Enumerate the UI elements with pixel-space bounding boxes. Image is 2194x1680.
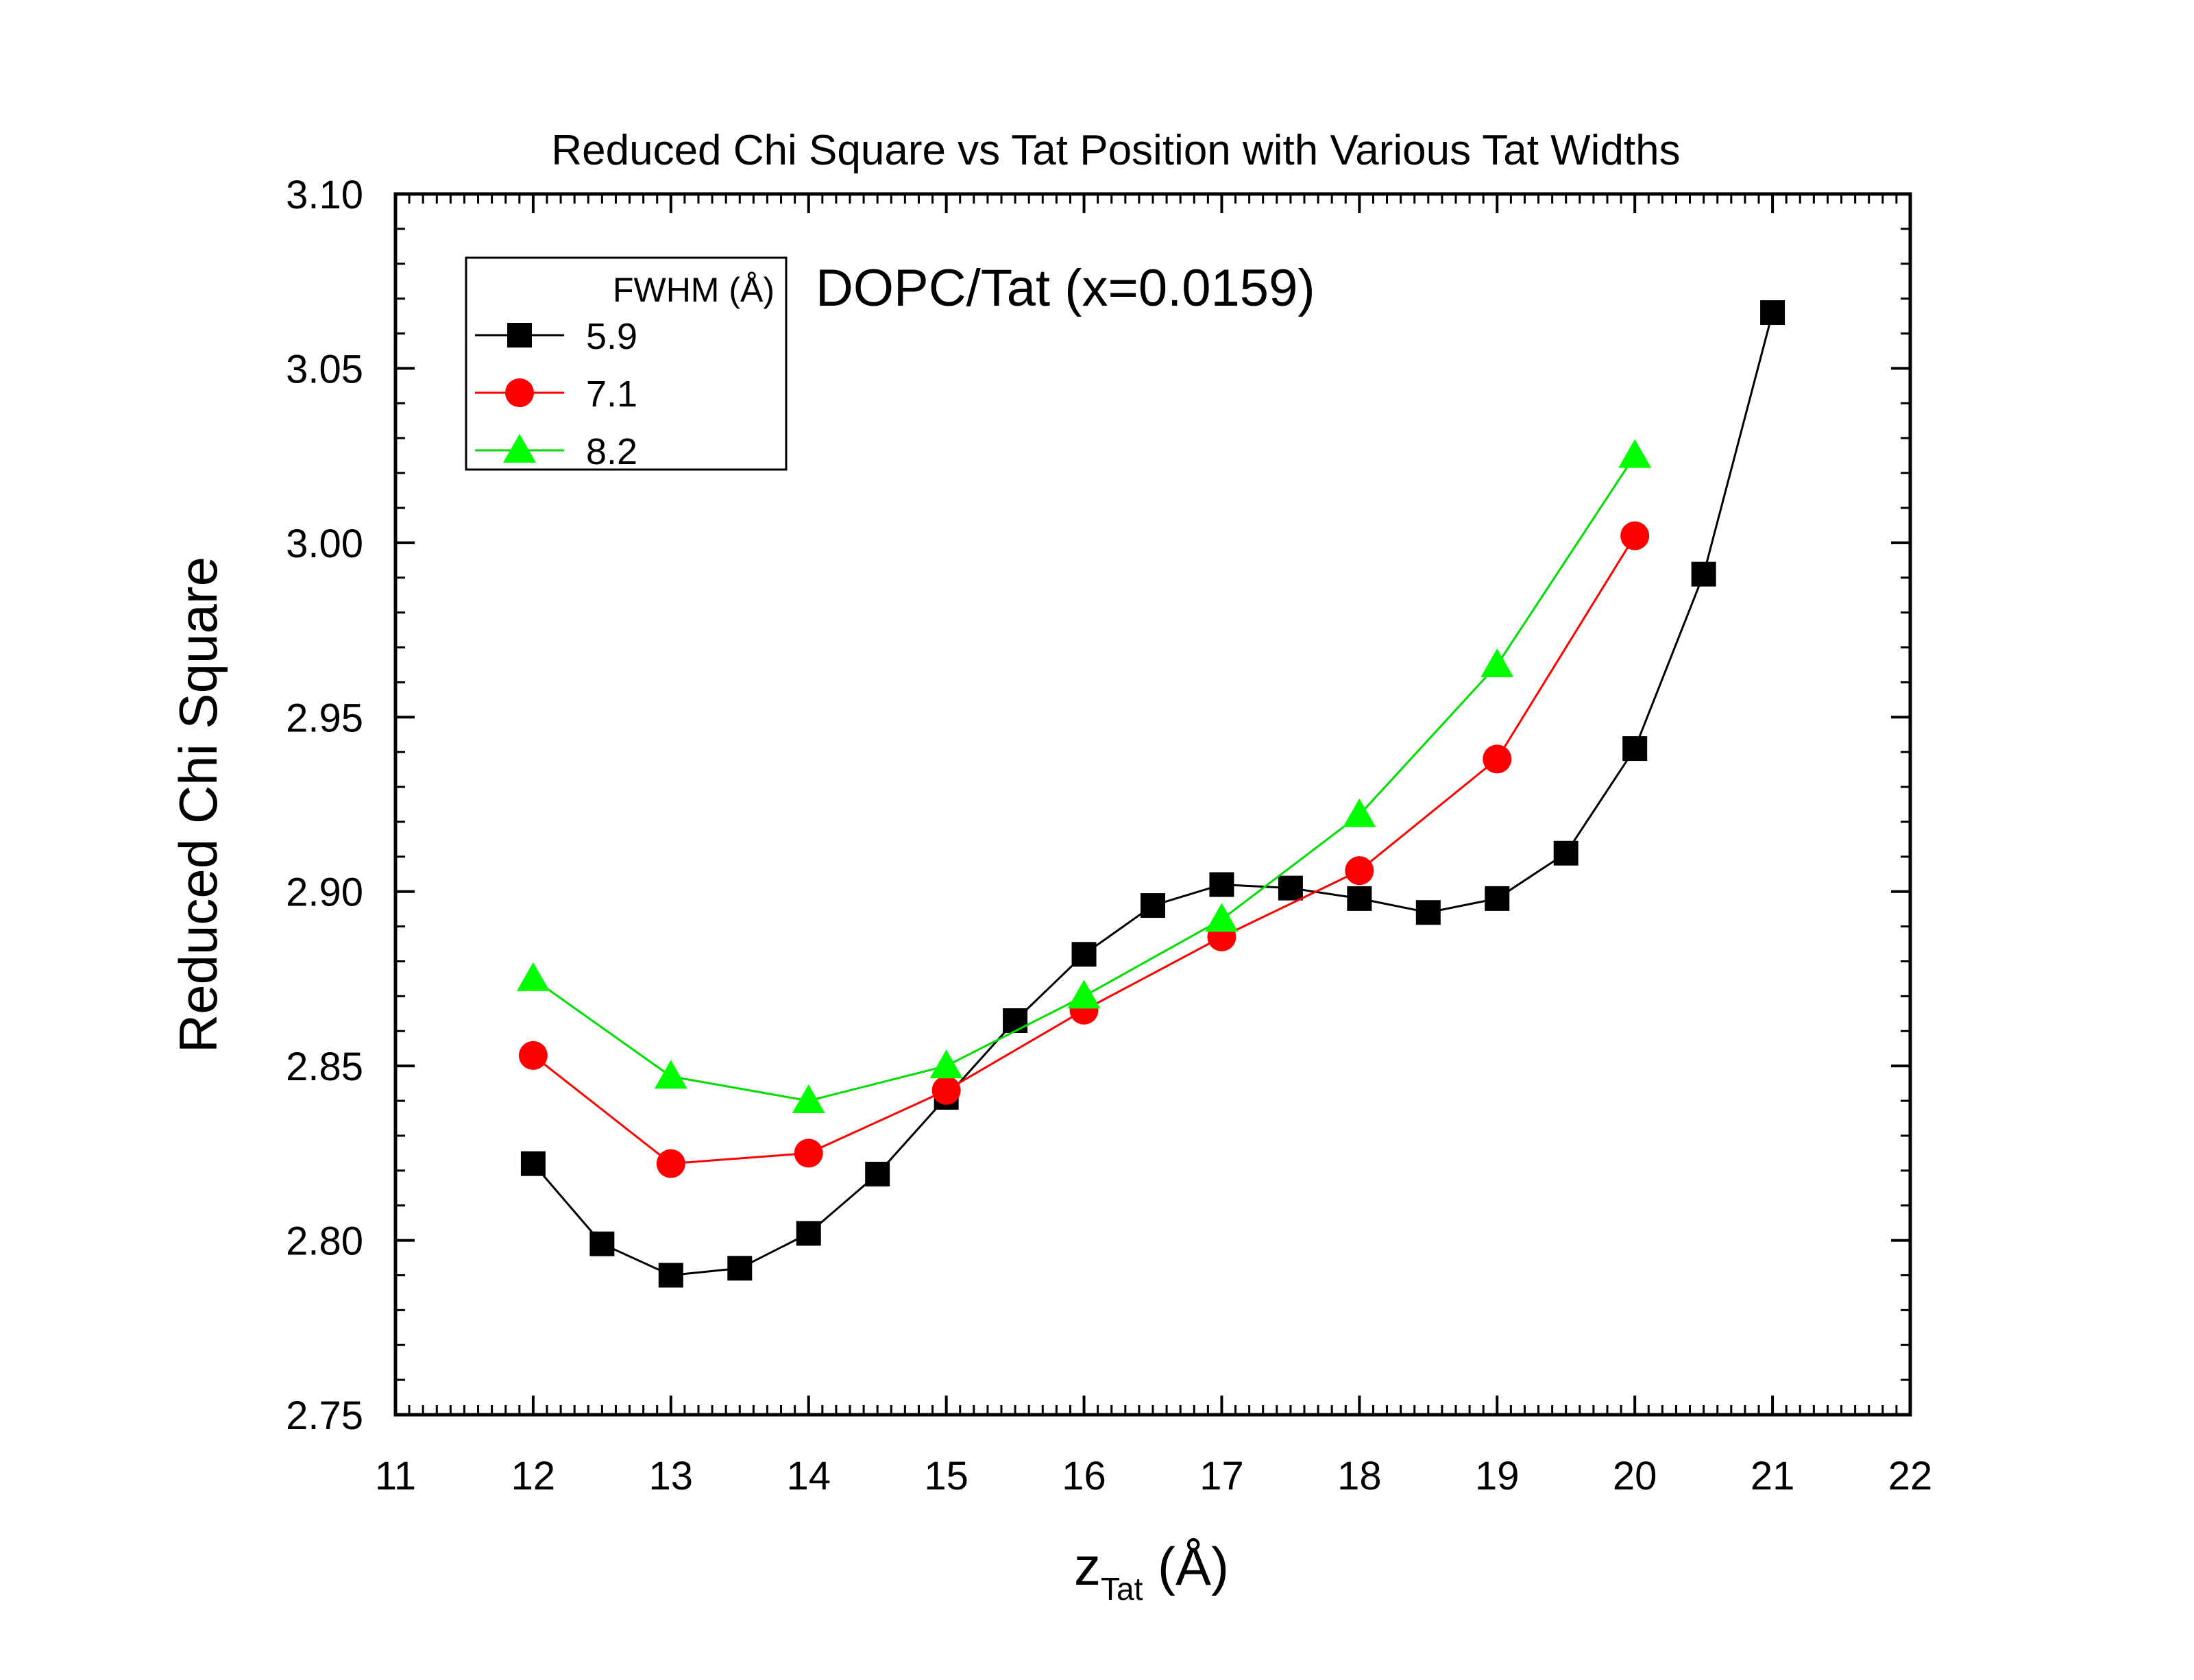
data-point — [520, 1151, 546, 1176]
y-tick-label: 2.95 — [286, 696, 363, 740]
y-tick-label: 2.80 — [286, 1219, 363, 1264]
x-axis-label: zTat (Å) — [1074, 1536, 1229, 1607]
data-point — [929, 1049, 963, 1079]
y-tick-label: 2.85 — [286, 1045, 363, 1089]
data-point — [792, 1084, 825, 1114]
x-tick-label: 16 — [1062, 1454, 1106, 1498]
data-point — [589, 1231, 615, 1256]
x-tick-label: 11 — [375, 1454, 416, 1498]
data-point — [1760, 300, 1785, 326]
x-axis-label-sub: Tat — [1101, 1571, 1143, 1607]
data-point — [1483, 744, 1512, 774]
legend-marker — [503, 434, 536, 463]
data-point — [516, 962, 550, 991]
legend-entry: 7.1 — [475, 374, 637, 415]
y-tick-label: 2.75 — [286, 1393, 363, 1438]
x-axis-label-main: z — [1074, 1536, 1101, 1596]
y-tick-labels: 2.75 2.80 2.85 2.90 2.95 3.00 3.05 3.10 — [286, 173, 363, 1438]
data-point — [1415, 900, 1441, 925]
annotation: DOPC/Tat (x=0.0159) — [816, 259, 1315, 317]
x-tick-label: 15 — [924, 1454, 968, 1498]
x-tick-label: 19 — [1475, 1454, 1520, 1498]
legend-label: 7.1 — [586, 374, 637, 415]
chart-title: Reduced Chi Square vs Tat Position with … — [551, 127, 1680, 174]
legend-entry: 8.2 — [475, 431, 637, 472]
legend-entries: 5.9 7.1 8.2 — [475, 316, 637, 472]
data-point — [727, 1256, 753, 1281]
x-tick-label: 21 — [1751, 1454, 1795, 1498]
data-point — [518, 1040, 548, 1070]
data-point — [1209, 872, 1234, 897]
data-point — [1618, 439, 1652, 468]
data-point — [1141, 893, 1165, 918]
x-tick-label: 18 — [1337, 1454, 1382, 1498]
major-ticks — [394, 193, 1912, 1416]
data-point — [1480, 648, 1514, 677]
data-point — [656, 1149, 685, 1178]
x-tick-label: 14 — [786, 1454, 831, 1498]
x-axis-label-unit: (Å) — [1143, 1536, 1229, 1596]
series-8.2 — [516, 439, 1652, 1114]
data-point — [658, 1263, 683, 1288]
legend-title: FWHM (Å) — [613, 271, 775, 309]
data-point — [1485, 886, 1510, 911]
y-tick-label: 2.90 — [286, 871, 363, 915]
data-point — [1347, 886, 1372, 911]
legend-marker — [505, 378, 534, 407]
data-point — [1622, 736, 1648, 762]
legend-label: 5.9 — [586, 316, 637, 357]
data-point — [1691, 561, 1716, 587]
legend-label: 8.2 — [586, 431, 637, 472]
data-point — [1205, 903, 1239, 932]
x-tick-label: 13 — [649, 1454, 694, 1498]
data-point — [1278, 875, 1303, 901]
data-point — [796, 1221, 821, 1246]
x-tick-label: 20 — [1613, 1454, 1657, 1498]
y-axis-label: Reduced Chi Square — [168, 557, 228, 1053]
y-tick-label: 3.05 — [286, 347, 363, 391]
x-tick-label: 17 — [1199, 1454, 1244, 1498]
series-layer — [516, 300, 1785, 1288]
legend: FWHM (Å) 5.9 7.1 8.2 — [465, 256, 788, 472]
minor-ticks — [395, 194, 1910, 1415]
x-tick-labels: 11 12 13 14 15 16 17 18 19 20 21 22 — [375, 1454, 1932, 1498]
legend-marker — [507, 323, 532, 348]
data-point — [794, 1139, 823, 1168]
data-point — [1003, 1008, 1028, 1033]
x-tick-label: 22 — [1888, 1454, 1933, 1498]
data-point — [654, 1060, 687, 1089]
data-point — [1067, 979, 1101, 1009]
data-point — [1343, 798, 1376, 827]
data-point — [1553, 840, 1579, 866]
y-tick-label: 3.10 — [286, 173, 363, 217]
data-point — [1620, 521, 1650, 550]
legend-box — [465, 256, 788, 471]
series-5.9 — [520, 300, 1785, 1288]
x-tick-label: 12 — [511, 1454, 556, 1498]
series-line — [532, 535, 1636, 1165]
data-point — [1345, 856, 1374, 886]
y-tick-label: 3.00 — [286, 522, 363, 566]
data-point — [931, 1075, 961, 1105]
legend-entry: 5.9 — [475, 316, 637, 357]
data-point — [865, 1161, 890, 1186]
data-point — [1071, 942, 1097, 967]
